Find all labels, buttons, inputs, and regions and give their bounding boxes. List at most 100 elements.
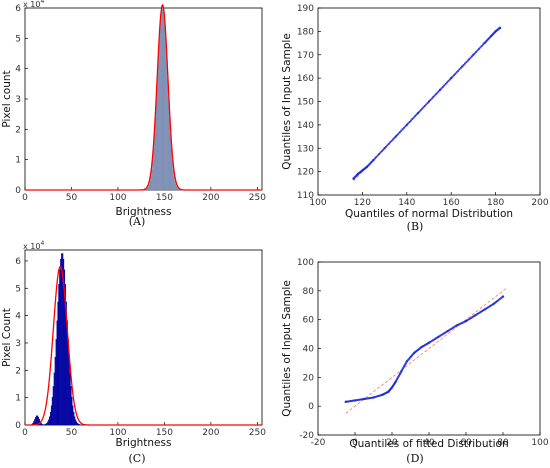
chart-c-xtick-label: 250 bbox=[249, 428, 266, 438]
chart-b-data-point bbox=[482, 43, 485, 46]
chart-d-ytick-label: 20 bbox=[303, 373, 315, 383]
chart-d-ytick-label: -20 bbox=[299, 431, 314, 441]
chart-b-data-point bbox=[373, 157, 376, 160]
chart-c-ytick-label: 3 bbox=[15, 339, 21, 349]
chart-d-data-point bbox=[472, 314, 476, 318]
chart-a-panel-label: (A) bbox=[129, 215, 146, 228]
chart-a-ylabel: Pixel count bbox=[1, 70, 13, 127]
chart-c-panel-label: (C) bbox=[129, 452, 146, 465]
chart-a-hist-bar bbox=[168, 97, 170, 191]
chart-b: 100 120 140 160 180 200 110 120 130 140 150 160 170 1… bbox=[281, 4, 549, 233]
chart-a-hist-bar bbox=[150, 175, 152, 191]
chart-b-data-point bbox=[450, 76, 453, 80]
chart-c-y-multiplier-exp: 4 bbox=[40, 240, 44, 247]
chart-d-xlabel: Quantiles of fitted Distribution bbox=[349, 438, 508, 450]
chart-a-ytick-label: 0 bbox=[15, 186, 21, 196]
chart-b-data-point bbox=[443, 84, 446, 87]
chart-d-data-point bbox=[371, 396, 374, 399]
chart-a-xtick-label: 100 bbox=[109, 193, 126, 203]
chart-b-data-point bbox=[427, 100, 431, 103]
chart-c-hist-bar bbox=[59, 269, 61, 426]
chart-c-hist-bar bbox=[46, 422, 48, 426]
chart-b-ytick-label: 160 bbox=[297, 74, 314, 84]
chart-c-hist-bar bbox=[58, 284, 60, 426]
chart-a-hist-bar bbox=[161, 5, 163, 191]
chart-a-xtick-label: 50 bbox=[66, 193, 78, 203]
chart-b-data-point bbox=[379, 151, 382, 154]
chart-b-data-point bbox=[459, 66, 463, 69]
chart-a-y-multiplier-exp: 4 bbox=[40, 0, 44, 5]
chart-c-hist-bar bbox=[70, 386, 72, 426]
chart-b-data-point bbox=[420, 107, 424, 110]
chart-a-hist-bar bbox=[168, 116, 171, 191]
chart-b-data-point bbox=[405, 123, 408, 127]
chart-c-xtick-label: 50 bbox=[66, 428, 78, 438]
chart-c-hist-bar bbox=[75, 419, 77, 426]
chart-a-xlabel: Brightness bbox=[116, 206, 172, 218]
chart-a-xtick-label: 250 bbox=[249, 193, 266, 203]
chart-b-data-point bbox=[387, 142, 390, 145]
chart-a-xtick-label: 150 bbox=[156, 193, 173, 203]
chart-a-ytick-label: 6 bbox=[15, 4, 21, 14]
chart-a-hist-bar bbox=[149, 180, 151, 191]
chart-a-hist-bar bbox=[148, 184, 150, 191]
chart-d-data-point bbox=[412, 352, 415, 356]
chart-c-xlabel: Brightness bbox=[116, 437, 172, 449]
chart-b-data-point bbox=[438, 88, 442, 92]
chart-a-ytick-label: 3 bbox=[15, 95, 21, 105]
chart-a-hist-bar bbox=[172, 169, 174, 191]
chart-b-xtick-label: 180 bbox=[487, 198, 504, 208]
chart-d-data-point bbox=[352, 399, 355, 402]
chart-c-hist-bar bbox=[40, 422, 42, 426]
chart-b-ytick-label: 140 bbox=[297, 121, 314, 131]
chart-a-hist-bar bbox=[159, 23, 161, 191]
chart-b-data-point bbox=[445, 81, 449, 84]
chart-c-hist-bar bbox=[77, 423, 80, 426]
chart-d-data-point bbox=[454, 325, 457, 328]
chart-b-data-point bbox=[394, 135, 397, 138]
chart-b-data-point bbox=[469, 56, 472, 59]
chart-a-ytick-label: 1 bbox=[15, 156, 21, 166]
chart-c-hist-bar bbox=[44, 424, 46, 426]
chart-a-ytick-label: 4 bbox=[15, 65, 21, 75]
chart-b-ytick-label: 110 bbox=[297, 191, 314, 201]
chart-d-xtick-label: 80 bbox=[497, 438, 509, 448]
chart-b-data-point bbox=[473, 52, 476, 55]
chart-b-data-point bbox=[386, 144, 389, 147]
chart-a-hist-bar bbox=[151, 169, 153, 191]
chart-a-hist-bar bbox=[174, 180, 176, 191]
chart-b-data-point bbox=[393, 136, 396, 140]
chart-d: -20 0 20 40 60 80 100 -20 0 20 40 60 80 100 Quantiles … bbox=[281, 258, 549, 465]
chart-b-data-point bbox=[371, 159, 374, 162]
chart-c-hist-bar bbox=[56, 320, 58, 426]
chart-c-ylabel: Pixel Count bbox=[1, 308, 13, 367]
chart-b-panel-label: (B) bbox=[407, 220, 424, 233]
chart-b-data-point bbox=[404, 125, 407, 128]
chart-c-xtick-label: 0 bbox=[22, 428, 28, 438]
chart-c-hist-bar bbox=[72, 405, 74, 426]
chart-c-ytick-label: 5 bbox=[15, 284, 21, 294]
chart-b-data-point bbox=[412, 116, 415, 119]
chart-c-hist-bar bbox=[36, 415, 38, 426]
chart-c-hist-bar bbox=[60, 258, 62, 426]
chart-a-ytick-label: 2 bbox=[15, 125, 21, 135]
chart-b-data-point bbox=[425, 103, 428, 106]
chart-b-data-point bbox=[452, 74, 456, 77]
chart-d-xtick-label: -20 bbox=[311, 438, 326, 448]
chart-b-data-point bbox=[418, 110, 421, 113]
chart-b-data-point bbox=[437, 90, 440, 93]
chart-c-hist-bar bbox=[74, 416, 76, 426]
chart-c-hist-bar bbox=[41, 423, 43, 426]
chart-c-hist-bar bbox=[35, 416, 37, 426]
chart-a-y-multiplier: x 104 bbox=[23, 0, 44, 9]
chart-b-data-point bbox=[476, 49, 479, 52]
chart-b-data-point bbox=[429, 98, 432, 102]
chart-b-data-point bbox=[451, 75, 454, 78]
chart-a-hist-bar bbox=[157, 57, 159, 191]
chart-c-y-multiplier: x 104 bbox=[23, 240, 44, 251]
chart-d-ytick-label: 0 bbox=[308, 402, 314, 412]
chart-b-ytick-label: 130 bbox=[297, 144, 314, 154]
chart-b-data-point bbox=[377, 152, 381, 156]
chart-c-hist-bar bbox=[49, 411, 52, 426]
chart-b-data-point bbox=[455, 71, 458, 74]
